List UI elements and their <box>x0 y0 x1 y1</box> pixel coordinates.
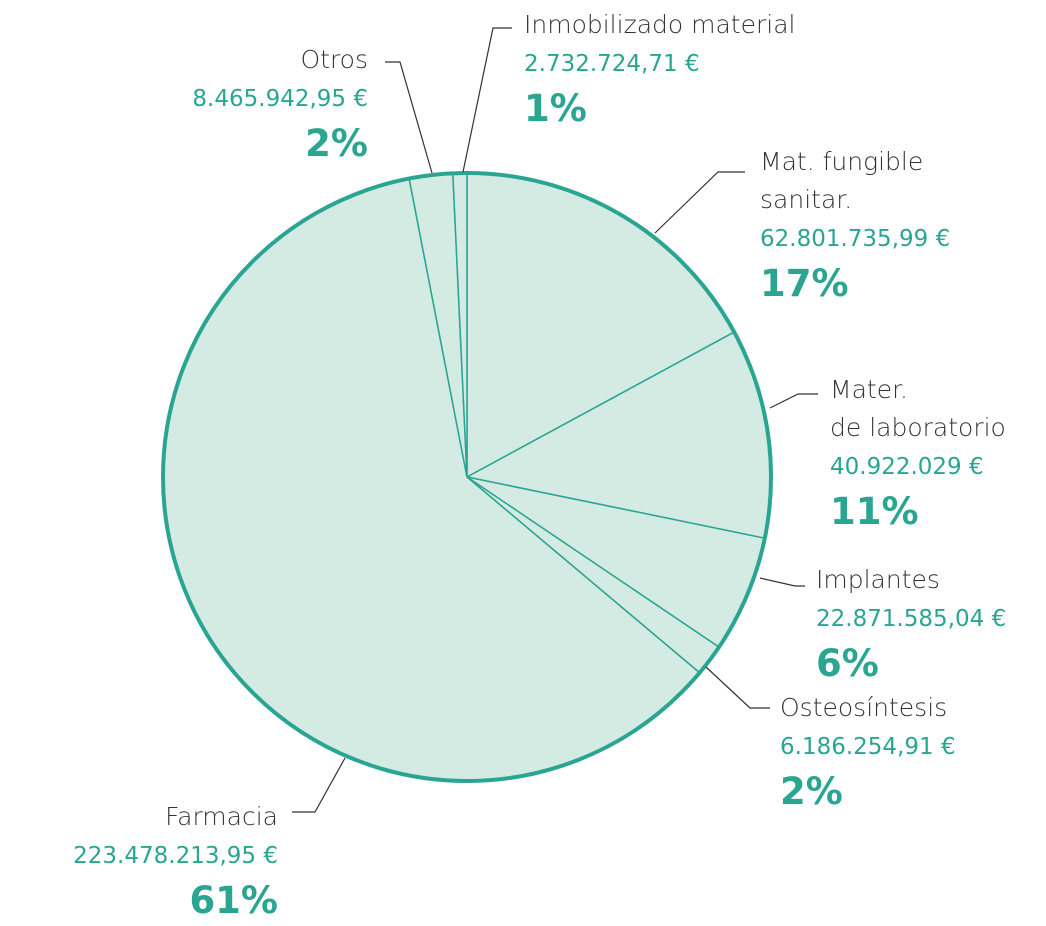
value-label: 8.465.942,95 € <box>192 86 368 112</box>
category-label: Osteosíntesis <box>780 693 948 722</box>
leader-line <box>654 171 745 234</box>
leader-line <box>705 666 770 709</box>
category-label: Mat. fungible sanitar. <box>760 147 924 214</box>
percent-label: 1% <box>524 87 587 130</box>
category-label: Otros <box>300 45 368 74</box>
leader-line <box>292 757 346 813</box>
percent-label: 17% <box>760 262 849 305</box>
percent-label: 6% <box>816 642 879 685</box>
value-label: 40.922.029 € <box>830 454 984 480</box>
category-label: Farmacia <box>165 802 278 831</box>
leader-line <box>462 27 512 173</box>
slice-label: Implantes 22.871.585,04 € 6% <box>816 561 1006 689</box>
percent-label: 61% <box>189 879 278 922</box>
slice-label: Inmobilizado material 2.732.724,71 € 1% <box>524 6 795 134</box>
leader-line <box>385 61 433 174</box>
leader-line <box>769 393 818 409</box>
percent-label: 2% <box>305 122 368 165</box>
slice-label: Osteosíntesis 6.186.254,91 € 2% <box>780 689 956 817</box>
value-label: 223.478.213,95 € <box>73 843 278 869</box>
category-label: Implantes <box>816 565 940 594</box>
category-label: Inmobilizado material <box>524 10 796 39</box>
value-label: 62.801.735,99 € <box>760 226 951 252</box>
slice-label: Otros 8.465.942,95 € 2% <box>192 41 368 169</box>
slice-label: Mat. fungible sanitar. 62.801.735,99 € 17% <box>760 143 950 309</box>
value-label: 6.186.254,91 € <box>780 734 956 760</box>
percent-label: 11% <box>830 490 919 533</box>
category-label: Mater. de laboratorio <box>830 375 1006 442</box>
pie-outline <box>161 171 773 783</box>
value-label: 22.871.585,04 € <box>816 606 1007 632</box>
value-label: 2.732.724,71 € <box>524 51 700 77</box>
percent-label: 2% <box>780 770 843 813</box>
slice-label: Farmacia 223.478.213,95 € 61% <box>73 798 278 926</box>
slice-label: Mater. de laboratorio 40.922.029 € 11% <box>830 371 1006 537</box>
leader-line <box>759 577 805 587</box>
